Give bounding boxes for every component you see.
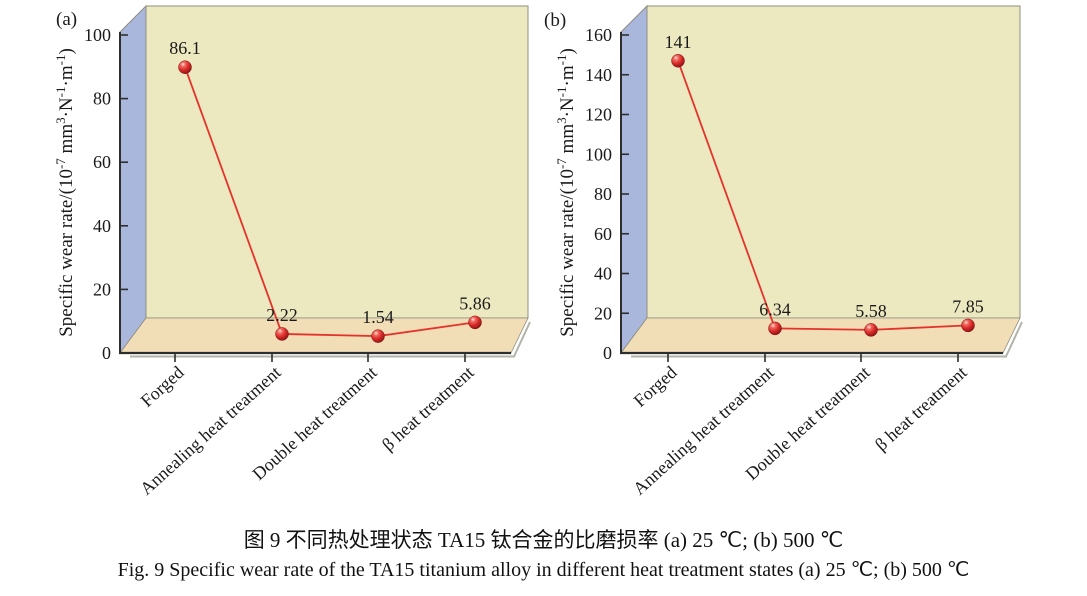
data-point-label: 2.22 (266, 305, 298, 325)
y-tick-label: 160 (585, 25, 612, 45)
data-line (677, 60, 969, 331)
y-tick-label: 40 (93, 216, 111, 236)
data-point-marker (178, 60, 192, 74)
y-tick-label: 60 (93, 152, 111, 172)
data-point-marker (371, 329, 385, 343)
back-wall (646, 5, 1021, 319)
floor (620, 317, 1021, 354)
y-tick-label: 120 (585, 105, 612, 125)
data-point-marker (671, 54, 685, 68)
floor-shadow (130, 321, 531, 358)
floor-shadow (631, 321, 1023, 358)
y-tick-label: 0 (603, 343, 612, 363)
data-point-marker (961, 318, 975, 333)
y-axis-label: Specific wear rate/(10-7 mm3·N-1·m-1) (554, 48, 578, 337)
y-tick-label: 0 (102, 343, 111, 363)
side-wall (119, 4, 147, 355)
caption-chinese: 图 9 不同热处理状态 TA15 钛合金的比磨损率 (a) 25 ℃; (b) … (243, 528, 844, 552)
x-category-label: Forged (137, 362, 188, 411)
y-tick-label: 60 (594, 224, 612, 244)
panel-letter: (a) (56, 9, 77, 30)
data-point-marker (275, 327, 289, 341)
data-point-marker (768, 321, 782, 336)
data-point-marker (468, 315, 482, 330)
data-point-label: 7.85 (952, 296, 984, 316)
panel-letter: (b) (544, 10, 566, 31)
data-point-label: 5.86 (459, 293, 491, 313)
y-tick-label: 80 (594, 184, 612, 204)
x-category-label: β heat treatment (378, 362, 478, 455)
y-tick-label: 100 (585, 144, 612, 164)
data-point-label: 141 (665, 32, 692, 52)
x-category-label: β heat treatment (871, 362, 971, 455)
y-tick-label: 20 (93, 279, 111, 299)
back-wall (145, 5, 529, 319)
y-tick-label: 40 (594, 264, 612, 284)
y-tick-label: 100 (84, 25, 111, 45)
y-axis-label: Specific wear rate/(10-7 mm3·N-1·m-1) (53, 48, 77, 337)
data-point-label: 5.58 (855, 301, 887, 321)
data-point-label: 6.34 (759, 299, 791, 319)
x-category-label: Forged (630, 362, 681, 411)
y-tick-label: 140 (585, 65, 612, 85)
side-wall (620, 4, 648, 355)
data-point-marker (864, 323, 878, 337)
data-point-label: 86.1 (169, 38, 201, 58)
data-line (184, 66, 476, 338)
y-tick-label: 80 (93, 89, 111, 109)
caption-english: Fig. 9 Specific wear rate of the TA15 ti… (117, 559, 970, 581)
y-tick-label: 20 (594, 303, 612, 323)
data-point-label: 1.54 (362, 307, 394, 327)
